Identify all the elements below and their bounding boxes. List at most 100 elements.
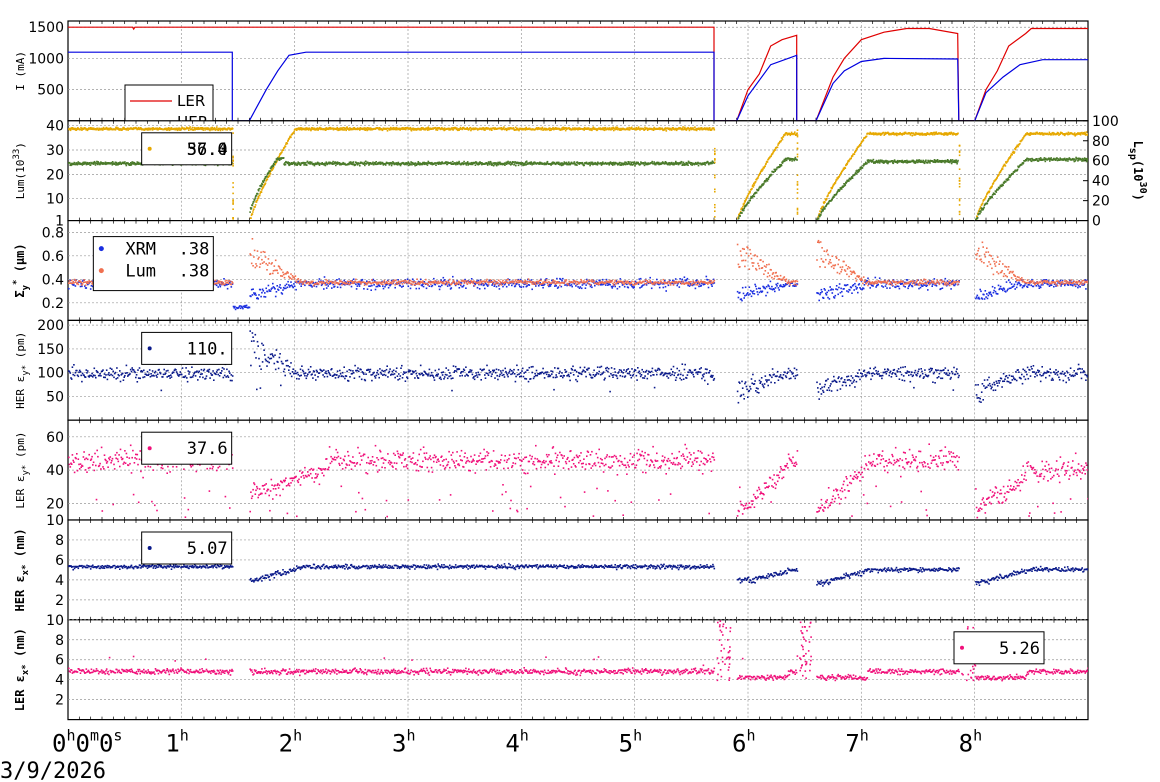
data-point-lum bbox=[195, 128, 197, 130]
data-point-lum bbox=[337, 129, 339, 132]
data-point-lsp bbox=[933, 159, 936, 161]
data-point-lsp bbox=[710, 161, 712, 164]
data-point-lum bbox=[429, 127, 431, 129]
data-point-lsp bbox=[540, 162, 543, 164]
data-point-lum bbox=[521, 127, 524, 130]
data-point-lum bbox=[250, 214, 253, 217]
data-point-lum bbox=[1004, 165, 1007, 167]
y-tick-label: 0.4 bbox=[42, 272, 64, 288]
data-point-lum bbox=[620, 127, 622, 130]
data-point-lum bbox=[428, 128, 431, 131]
data-point-lum bbox=[694, 126, 696, 128]
data-point-lsp bbox=[95, 162, 98, 165]
data-point-lum bbox=[854, 150, 857, 153]
data-point-lum bbox=[455, 127, 457, 130]
data-point-lum bbox=[604, 126, 607, 129]
data-point-lum bbox=[352, 127, 355, 129]
data-point-lum bbox=[392, 128, 394, 131]
data-point-lum bbox=[109, 128, 111, 130]
data-point-lsp bbox=[513, 163, 516, 165]
data-point-lsp bbox=[389, 162, 391, 164]
data-point-lsp bbox=[328, 163, 331, 165]
data-point-lum bbox=[287, 139, 289, 142]
data-point-lsp bbox=[855, 170, 857, 172]
data-point-lsp bbox=[435, 164, 437, 166]
data-point-lum bbox=[924, 134, 927, 136]
data-point-lum bbox=[501, 128, 503, 131]
data-point-lsp bbox=[537, 162, 540, 164]
data-point-lum bbox=[219, 127, 221, 130]
data-point-lum bbox=[267, 176, 270, 178]
data-point-lsp bbox=[836, 190, 839, 193]
data-point-lsp bbox=[129, 163, 131, 165]
data-point-lsp bbox=[928, 160, 931, 162]
data-point-lsp bbox=[878, 159, 880, 162]
data-point-lum bbox=[359, 129, 361, 131]
data-point-lsp bbox=[130, 164, 133, 166]
data-point-lum bbox=[440, 128, 443, 130]
data-point-lsp bbox=[457, 162, 460, 165]
data-point-lum bbox=[272, 166, 275, 168]
data-point-lsp bbox=[336, 161, 339, 163]
data-point-lsp bbox=[938, 161, 940, 163]
data-point-drop bbox=[714, 176, 716, 179]
data-point-lsp bbox=[876, 161, 878, 164]
data-point-lsp bbox=[948, 160, 951, 163]
data-point-lum bbox=[169, 128, 172, 131]
data-point-lum bbox=[832, 185, 834, 187]
data-point-lsp bbox=[1038, 157, 1041, 160]
data-point-lsp bbox=[328, 161, 330, 164]
data-point-lsp bbox=[765, 179, 767, 181]
data-point-lsp bbox=[886, 162, 888, 164]
data-point-lum bbox=[165, 128, 168, 130]
data-point-lum bbox=[427, 127, 430, 130]
data-point-lsp bbox=[423, 161, 425, 164]
data-point-lum bbox=[945, 132, 948, 134]
data-point-lum bbox=[831, 186, 834, 188]
data-point-lsp bbox=[998, 187, 1001, 190]
data-point-drop bbox=[796, 208, 799, 211]
data-point-lum bbox=[796, 132, 798, 134]
data-point-lum bbox=[549, 129, 551, 132]
data-point-lum bbox=[669, 129, 671, 131]
data-point-lsp bbox=[843, 183, 845, 185]
data-point-lum bbox=[1083, 131, 1086, 134]
data-point-lum bbox=[777, 144, 779, 146]
data-point-lsp bbox=[551, 161, 553, 164]
data-point-lsp bbox=[400, 163, 402, 165]
data-point-lum bbox=[71, 128, 73, 130]
data-point-lsp bbox=[704, 164, 707, 166]
data-point-lum bbox=[583, 127, 585, 130]
data-point-lsp bbox=[668, 162, 671, 164]
data-point-lum bbox=[1084, 132, 1086, 135]
data-point-lsp bbox=[670, 161, 673, 164]
data-point-lsp bbox=[545, 162, 548, 165]
data-point-lsp bbox=[395, 163, 398, 166]
data-point-lum bbox=[226, 128, 229, 130]
data-point-lsp bbox=[1049, 160, 1051, 162]
data-point-lsp bbox=[862, 165, 865, 167]
data-point-lsp bbox=[679, 163, 681, 165]
data-point-lum bbox=[405, 127, 408, 130]
data-point-lum bbox=[389, 129, 391, 131]
data-point-lsp bbox=[866, 162, 868, 164]
data-point-lsp bbox=[129, 164, 132, 166]
data-point-lum bbox=[137, 127, 139, 130]
data-point-lsp bbox=[356, 163, 358, 165]
data-point-lum bbox=[274, 163, 276, 166]
data-point-lum bbox=[1024, 134, 1027, 136]
data-point-lum bbox=[272, 167, 275, 169]
data-point-lum bbox=[257, 197, 259, 200]
data-point-lsp bbox=[277, 158, 279, 161]
data-point-lsp bbox=[879, 159, 882, 161]
data-point-lum bbox=[631, 126, 633, 129]
data-point-lsp bbox=[1078, 159, 1080, 161]
data-point-lsp bbox=[1073, 158, 1076, 160]
data-point-lum bbox=[710, 129, 713, 131]
data-point-lum bbox=[983, 198, 986, 201]
data-point-lum bbox=[611, 127, 613, 129]
y-tick-label: 10 bbox=[46, 192, 64, 208]
data-point-lsp bbox=[980, 207, 983, 209]
data-point-lsp bbox=[402, 161, 404, 164]
data-point-lum bbox=[826, 198, 828, 200]
